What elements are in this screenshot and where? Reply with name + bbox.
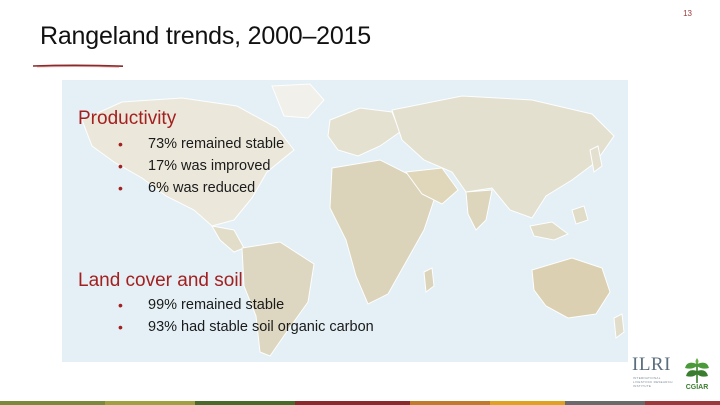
list-item: • 73% remained stable (118, 136, 285, 152)
footer-segment (410, 401, 490, 405)
ilri-logo: ILRI INTERNATIONAL LIVESTOCK RESEARCH IN… (632, 354, 678, 392)
footer-segment (195, 401, 295, 405)
list-item: • 93% had stable soil organic carbon (118, 319, 374, 335)
bullet-text: 6% was reduced (148, 180, 256, 196)
list-item: • 99% remained stable (118, 297, 285, 313)
list-item: • 17% was improved (118, 158, 271, 174)
cgiar-logo: CGIAR (682, 356, 712, 394)
logo-area: ILRI INTERNATIONAL LIVESTOCK RESEARCH IN… (620, 352, 710, 394)
footer-segment (295, 401, 410, 405)
footer-segment (0, 401, 105, 405)
bullet-text: 73% remained stable (148, 136, 285, 152)
ilri-tagline: INTERNATIONAL LIVESTOCK RESEARCH INSTITU… (633, 376, 673, 388)
section-heading-land-cover: Land cover and soil (78, 270, 243, 291)
ilri-wordmark: ILRI (632, 354, 671, 375)
title-underline (33, 64, 123, 68)
footer-segment (645, 401, 720, 405)
bullet-text: 99% remained stable (148, 297, 285, 313)
list-item: • 6% was reduced (118, 180, 256, 196)
world-map-image (81, 83, 625, 357)
slide-number: 13 (683, 9, 692, 18)
world-map-panel: Productivity • 73% remained stable • 17% w… (62, 80, 628, 362)
cgiar-wordmark: CGIAR (685, 384, 709, 391)
footer-color-bar (0, 401, 720, 405)
footer-segment (105, 401, 195, 405)
cgiar-leaf-icon (685, 358, 709, 383)
footer-segment (565, 401, 645, 405)
section-heading-productivity: Productivity (78, 108, 177, 129)
bullet-text: 93% had stable soil organic carbon (148, 319, 374, 335)
land-cover-bullet-list: • 99% remained stable • 93% had stable soi… (118, 294, 374, 338)
productivity-bullet-list: • 73% remained stable • 17% was improved •… (118, 133, 284, 199)
bullet-text: 17% was improved (148, 158, 271, 174)
footer-segment (490, 401, 565, 405)
slide-title: Rangeland trends, 2000–2015 (40, 22, 371, 50)
